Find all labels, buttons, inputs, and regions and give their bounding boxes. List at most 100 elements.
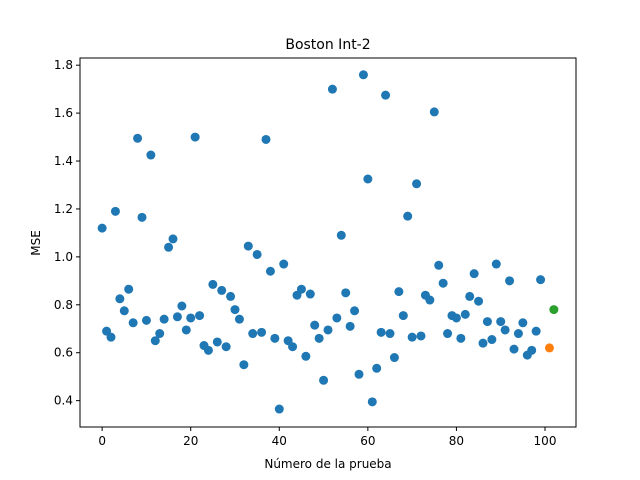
data-point-s0-92	[505, 276, 515, 286]
data-point-s0-37	[261, 134, 271, 144]
data-point-s0-64	[381, 90, 391, 100]
data-point-s0-9	[137, 212, 147, 222]
data-point-s0-13	[155, 329, 165, 339]
data-point-s0-33	[243, 241, 253, 251]
data-point-s0-70	[407, 332, 417, 342]
data-point-s0-77	[438, 278, 448, 288]
x-tick-label: 60	[360, 434, 375, 448]
data-point-s0-98	[531, 326, 541, 336]
data-point-s0-53	[332, 313, 342, 323]
data-point-s0-86	[478, 338, 488, 348]
data-point-s0-57	[350, 306, 360, 316]
data-point-s0-93	[509, 344, 519, 354]
data-point-s0-0	[97, 223, 107, 233]
data-point-s0-59	[358, 70, 368, 80]
data-point-s0-68	[398, 311, 408, 321]
data-point-s0-18	[177, 301, 187, 311]
y-tick-label: 1.4	[54, 154, 73, 168]
data-point-s0-26	[212, 337, 222, 347]
data-point-s0-41	[279, 259, 289, 269]
data-point-s0-28	[221, 342, 231, 352]
data-point-s0-8	[133, 133, 143, 143]
data-point-s0-39	[270, 333, 280, 343]
data-point-s0-58	[354, 369, 364, 379]
data-point-s0-88	[487, 335, 497, 345]
data-points	[97, 70, 559, 414]
data-point-s0-5	[119, 306, 129, 316]
data-point-s0-12	[150, 336, 160, 346]
data-point-s0-83	[465, 291, 475, 301]
data-point-s0-78	[443, 329, 453, 339]
data-point-s0-49	[314, 333, 324, 343]
data-point-s1-0	[544, 343, 554, 353]
data-point-s0-65	[385, 329, 395, 339]
data-point-s0-43	[288, 342, 298, 352]
data-point-s0-54	[336, 230, 346, 240]
data-point-s0-87	[482, 317, 492, 327]
data-point-s0-81	[456, 333, 466, 343]
data-point-s0-52	[327, 84, 337, 94]
data-point-s0-62	[372, 363, 382, 373]
data-point-s0-75	[429, 107, 439, 117]
data-point-s0-10	[141, 315, 151, 325]
x-tick-label: 20	[183, 434, 198, 448]
plot-frame	[79, 57, 577, 428]
data-point-s0-22	[195, 311, 205, 321]
data-point-s0-30	[230, 305, 240, 315]
data-point-s0-15	[164, 242, 174, 252]
data-point-s0-7	[128, 318, 138, 328]
data-point-s0-31	[234, 314, 244, 324]
data-point-s0-38	[265, 266, 275, 276]
data-point-s0-4	[115, 294, 125, 304]
x-tick-label: 0	[98, 434, 106, 448]
y-tick-label: 0.6	[54, 346, 73, 360]
y-tick-label: 1.6	[54, 106, 73, 120]
data-point-s0-40	[274, 404, 284, 414]
x-tick-label: 80	[449, 434, 464, 448]
x-axis-ticks: 0 20 40 60 80 100	[98, 427, 556, 448]
data-point-s0-32	[239, 360, 249, 370]
data-point-s0-61	[367, 397, 377, 407]
data-point-s0-63	[376, 327, 386, 337]
y-axis-ticks: 0.4 0.6 0.8 1.0 1.2 1.4 1.6 1.8	[54, 58, 80, 408]
data-point-s0-51	[323, 325, 333, 335]
data-point-s0-36	[257, 327, 267, 337]
data-point-s0-95	[518, 318, 528, 328]
y-axis-label: MSE	[29, 230, 43, 256]
data-point-s0-50	[319, 375, 329, 385]
data-point-s0-16	[168, 234, 178, 244]
data-point-s0-20	[186, 313, 196, 323]
data-point-s0-19	[181, 325, 191, 335]
data-point-s0-91	[500, 325, 510, 335]
data-point-s0-6	[124, 284, 134, 294]
data-point-s0-76	[434, 260, 444, 270]
data-point-s0-67	[394, 287, 404, 297]
data-point-s0-24	[203, 345, 213, 355]
data-point-s0-89	[491, 259, 501, 269]
y-tick-label: 1.8	[54, 58, 73, 72]
data-point-s0-80	[451, 313, 461, 323]
data-point-s0-55	[341, 288, 351, 298]
data-point-s0-27	[217, 285, 227, 295]
data-point-s0-45	[296, 284, 306, 294]
data-point-s0-99	[536, 275, 546, 285]
y-tick-label: 1.2	[54, 202, 73, 216]
data-point-s0-3	[110, 206, 120, 216]
data-point-s0-84	[469, 269, 479, 279]
data-point-s0-25	[208, 279, 218, 289]
data-point-s0-21	[190, 132, 200, 142]
x-axis-label: Número de la prueba	[264, 457, 391, 471]
chart-title: Boston Int-2	[285, 37, 370, 53]
data-point-s0-94	[513, 329, 523, 339]
data-point-s2-0	[549, 305, 559, 315]
x-tick-label: 40	[272, 434, 287, 448]
y-tick-label: 0.8	[54, 298, 73, 312]
x-tick-label: 100	[534, 434, 557, 448]
data-point-s0-66	[389, 353, 399, 363]
data-point-s0-17	[172, 312, 182, 322]
data-point-s0-82	[460, 309, 470, 319]
data-point-s0-85	[474, 296, 484, 306]
data-point-s0-72	[416, 331, 426, 341]
